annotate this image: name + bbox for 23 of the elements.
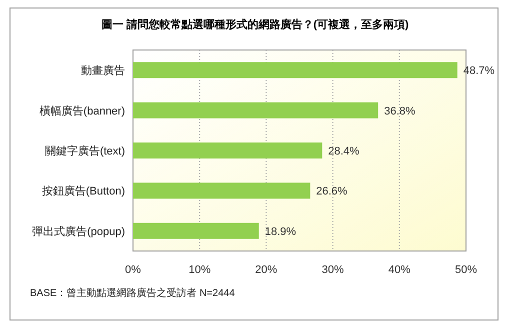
bar — [133, 62, 458, 78]
y-tick-label: 動畫廣告 — [81, 64, 125, 78]
bar — [133, 142, 322, 158]
y-tick-label: 關鍵字廣告(text) — [44, 144, 125, 158]
data-label: 48.7% — [463, 65, 495, 78]
bar — [133, 222, 259, 239]
data-label: 26.6% — [316, 186, 348, 198]
bar — [133, 102, 378, 118]
x-tick-label: 0% — [125, 264, 142, 276]
chart-title: 圖一 請問您較常點選哪種形式的網路廣告？(可複選，至多兩項) — [101, 18, 410, 31]
x-tick-label: 10% — [188, 264, 211, 276]
data-label: 18.9% — [264, 226, 296, 238]
bar — [133, 182, 310, 199]
data-label: 28.4% — [328, 146, 360, 158]
y-tick-label: 橫幅廣告(banner) — [39, 104, 125, 118]
x-tick-label: 20% — [255, 264, 278, 276]
x-tick-label: 30% — [322, 264, 344, 276]
x-tick-label: 50% — [454, 264, 478, 276]
x-tick-label: 40% — [388, 264, 411, 276]
y-tick-label: 按鈕廣告(Button) — [42, 184, 125, 198]
y-tick-label: 彈出式廣告(popup) — [32, 224, 125, 238]
text: BASE：曾主動點選網路廣告之受訪者 N=2444 — [30, 287, 236, 299]
data-label: 36.8% — [384, 105, 416, 118]
